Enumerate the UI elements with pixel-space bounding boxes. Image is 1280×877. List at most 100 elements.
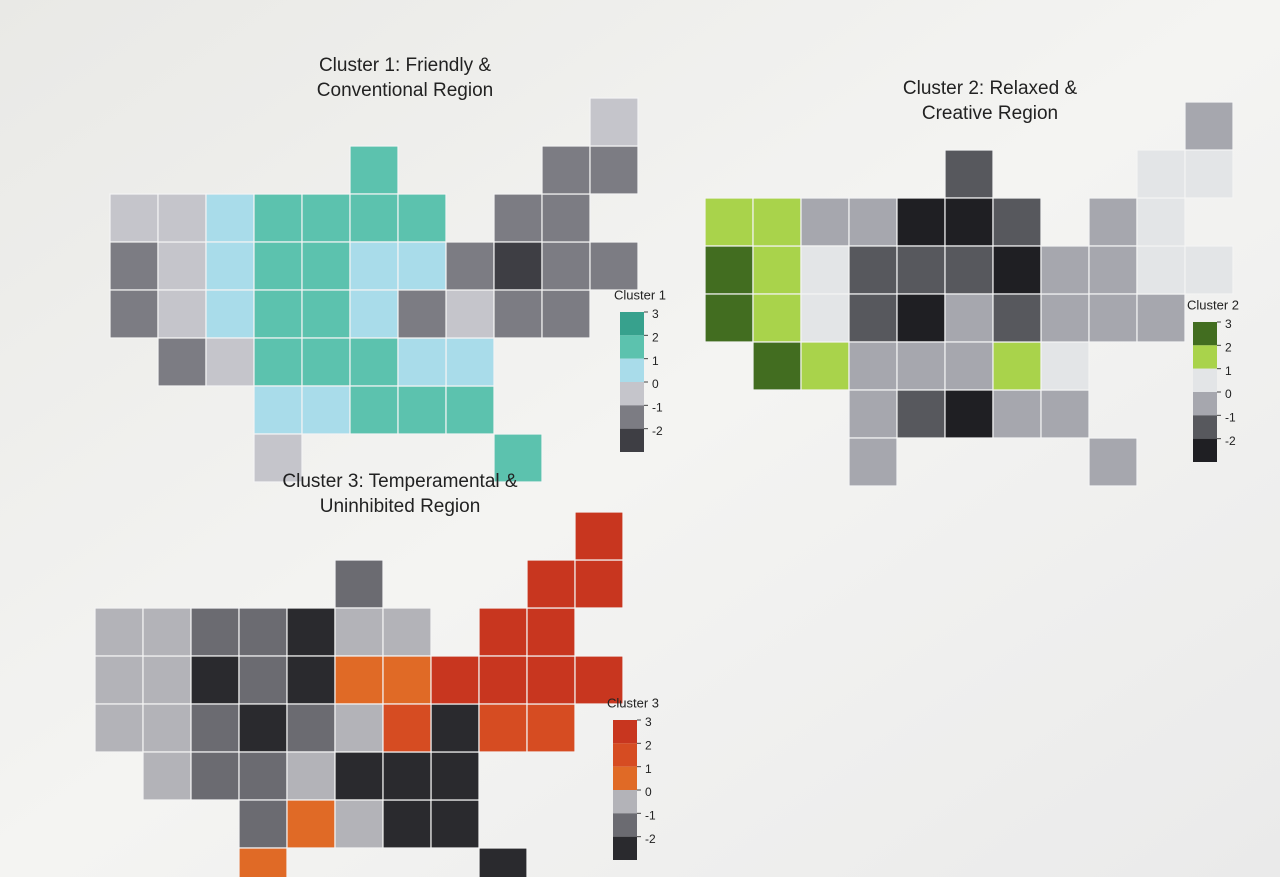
state [142, 655, 192, 705]
map-title: Conventional Region [317, 80, 493, 101]
map-title: Uninhibited Region [320, 496, 481, 517]
state [589, 97, 639, 147]
state [382, 799, 432, 849]
state [589, 241, 639, 291]
state [205, 289, 255, 339]
state [493, 289, 543, 339]
state [382, 655, 432, 705]
state [541, 145, 591, 195]
state [493, 193, 543, 243]
state [992, 389, 1042, 439]
legend-title: Cluster 2 [1187, 297, 1239, 312]
map-title: Cluster 2: Relaxed & [903, 78, 1078, 99]
state [848, 341, 898, 391]
map [704, 101, 1234, 487]
state [992, 293, 1042, 343]
state [896, 341, 946, 391]
legend-tick-label: 1 [1225, 364, 1232, 378]
legend-tick-label: -1 [1225, 411, 1236, 425]
legend-swatch [1193, 345, 1217, 369]
state [109, 289, 159, 339]
state [286, 751, 336, 801]
state [301, 385, 351, 435]
state [238, 799, 288, 849]
state [397, 385, 447, 435]
state [848, 389, 898, 439]
legend-swatch [620, 335, 644, 359]
legend-tick-label: 2 [645, 739, 652, 753]
state [848, 437, 898, 487]
state [541, 241, 591, 291]
state [142, 703, 192, 753]
state [349, 289, 399, 339]
state [334, 607, 384, 657]
legend-title: Cluster 3 [607, 695, 659, 710]
state [1136, 197, 1186, 247]
state [382, 703, 432, 753]
state [157, 193, 207, 243]
legend-tick-label: -2 [1225, 434, 1236, 448]
legend-swatch [620, 405, 644, 429]
state [286, 703, 336, 753]
state [430, 703, 480, 753]
legend-swatch [1193, 322, 1217, 346]
state [1088, 293, 1138, 343]
state [944, 245, 994, 295]
legend-tick-label: 1 [652, 354, 659, 368]
state [992, 197, 1042, 247]
state [430, 751, 480, 801]
state [526, 655, 576, 705]
state [589, 145, 639, 195]
state [253, 289, 303, 339]
state [944, 293, 994, 343]
state [253, 433, 303, 483]
legend-swatch [620, 428, 644, 452]
state [253, 241, 303, 291]
state [205, 337, 255, 387]
state [334, 751, 384, 801]
state [752, 245, 802, 295]
state [445, 289, 495, 339]
state [382, 751, 432, 801]
state [238, 655, 288, 705]
state [800, 341, 850, 391]
state [526, 559, 576, 609]
legend-tick-label: -2 [645, 832, 656, 846]
state [704, 293, 754, 343]
state [286, 799, 336, 849]
state [286, 655, 336, 705]
legend-swatch [620, 358, 644, 382]
state [1136, 149, 1186, 199]
state [253, 337, 303, 387]
state [896, 245, 946, 295]
state [1136, 293, 1186, 343]
state [478, 847, 528, 877]
state [493, 241, 543, 291]
state [848, 293, 898, 343]
state [944, 389, 994, 439]
map-title: Creative Region [922, 103, 1058, 124]
state [1040, 245, 1090, 295]
state [944, 197, 994, 247]
state [94, 703, 144, 753]
state [445, 337, 495, 387]
state [190, 607, 240, 657]
legend-swatch [613, 836, 637, 860]
state [1184, 245, 1234, 295]
state [800, 197, 850, 247]
state [382, 607, 432, 657]
state [397, 289, 447, 339]
state [253, 193, 303, 243]
state [334, 799, 384, 849]
legend-tick-label: -1 [645, 809, 656, 823]
legend-tick-label: 0 [652, 377, 659, 391]
legend-swatch [613, 766, 637, 790]
legend-swatch [620, 382, 644, 406]
state [301, 193, 351, 243]
state [349, 241, 399, 291]
state [1040, 293, 1090, 343]
state [478, 607, 528, 657]
legend-tick-label: 3 [645, 715, 652, 729]
state [430, 655, 480, 705]
state [541, 193, 591, 243]
